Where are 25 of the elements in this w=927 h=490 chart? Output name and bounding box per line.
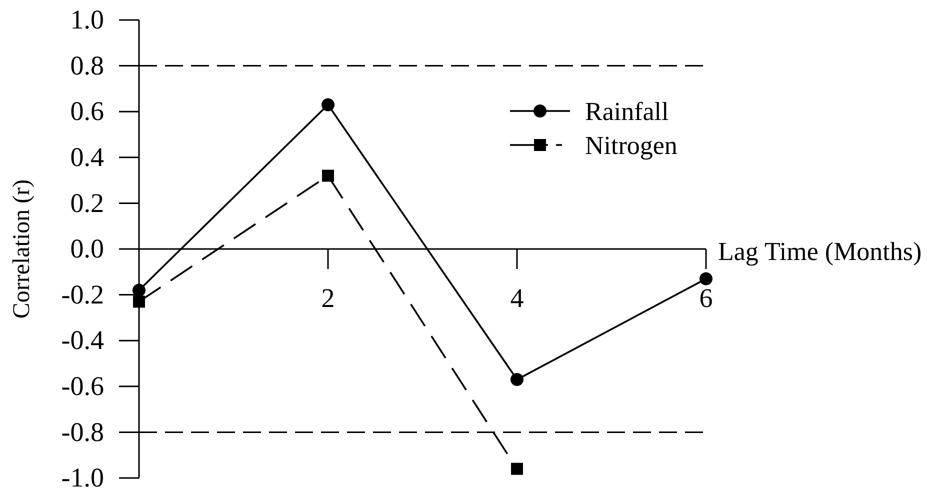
point <box>133 296 145 308</box>
x-axis-title: Lag Time (Months) <box>718 236 922 266</box>
x-tick-label: 6 <box>699 283 713 314</box>
point <box>511 462 523 475</box>
y-tick-label: 0.4 <box>70 142 104 172</box>
y-tick-label: -1.0 <box>61 462 104 490</box>
y-tick-label: 0.0 <box>70 234 104 264</box>
y-tick-label: 0.6 <box>70 96 104 126</box>
y-tick-label: -0.6 <box>61 371 104 402</box>
y-tick-label: -0.4 <box>61 325 104 356</box>
y-tick-label: -0.8 <box>61 416 104 447</box>
y-tick-label: 1.0 <box>70 4 104 35</box>
point <box>132 284 146 297</box>
y-tick-label: 0.2 <box>70 188 104 218</box>
y-axis-title: Correlation (r) <box>9 179 35 319</box>
legend-label: Rainfall <box>585 96 669 126</box>
point <box>699 272 713 286</box>
x-tick-label: 2 <box>321 283 335 314</box>
point <box>321 98 335 112</box>
point <box>322 170 334 182</box>
x-tick-label: 4 <box>510 283 524 314</box>
y-tick-label: 0.8 <box>70 50 104 80</box>
legend-label: Nitrogen <box>585 130 678 160</box>
point <box>510 373 524 386</box>
y-tick-label: -0.2 <box>61 279 104 310</box>
